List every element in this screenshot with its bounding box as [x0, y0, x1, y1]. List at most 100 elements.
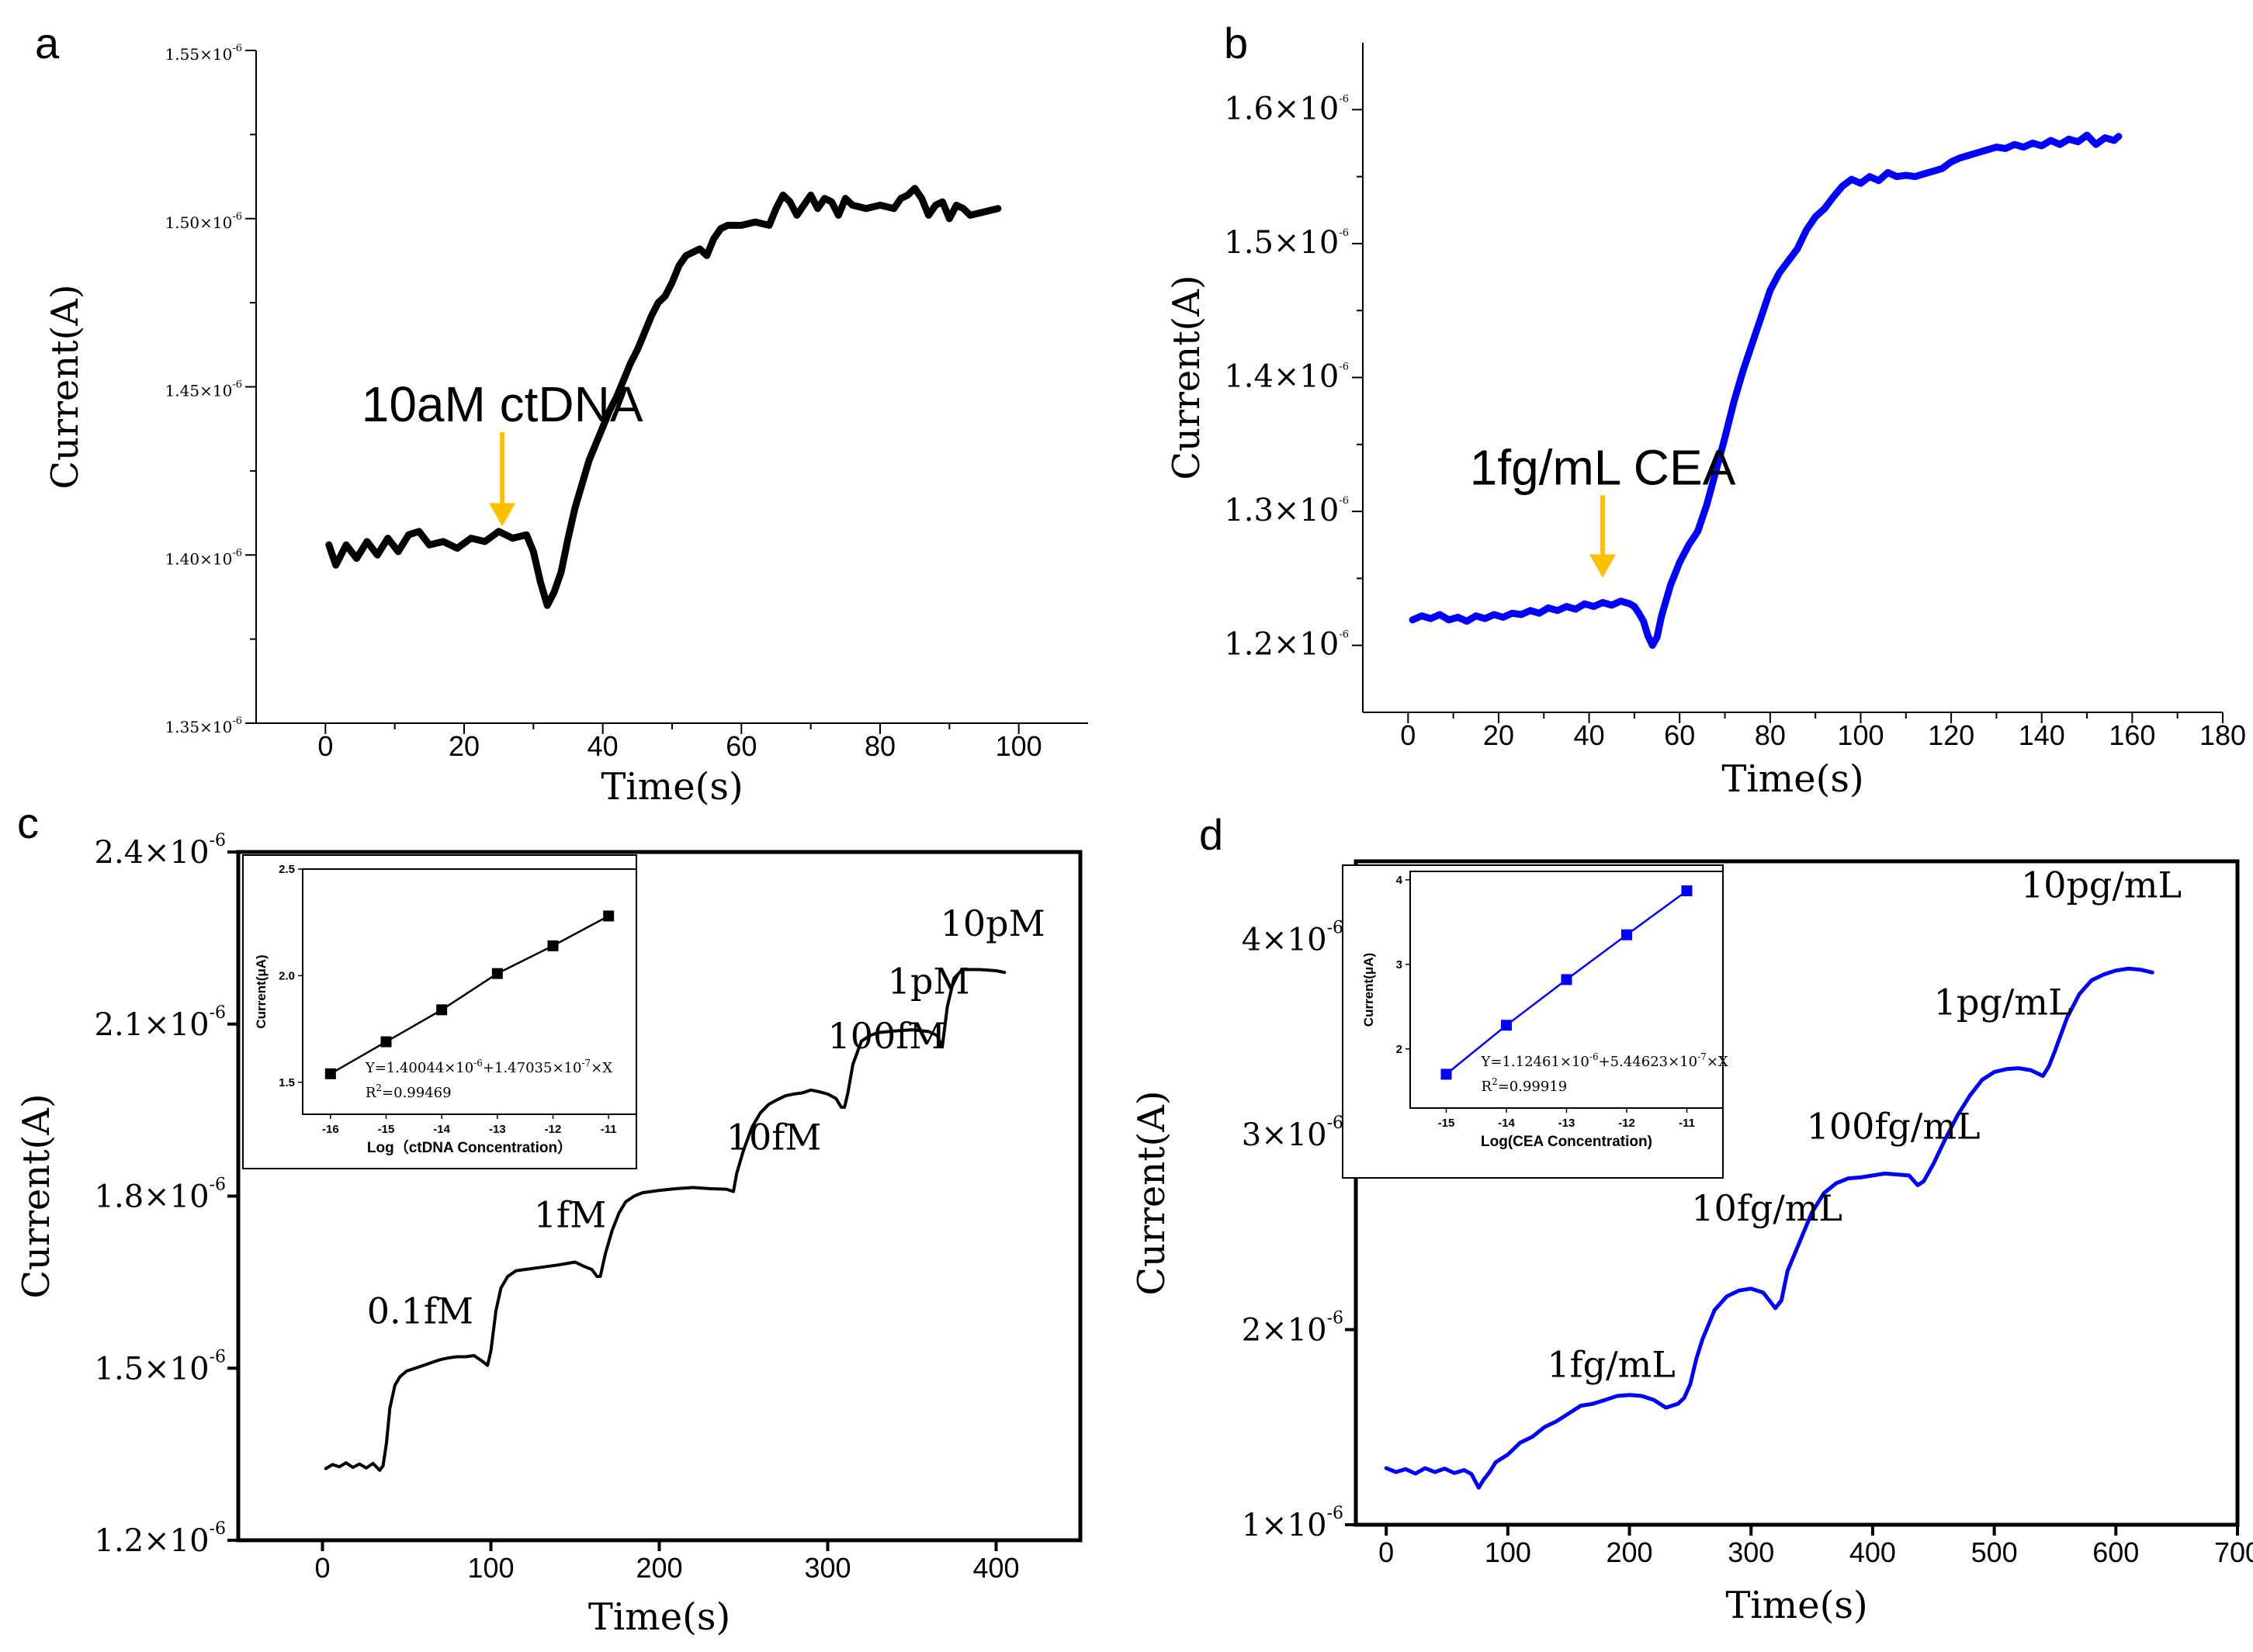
inset-x-tick-label: -16: [322, 1123, 339, 1136]
step-label: 1pg/mL: [1934, 981, 2072, 1023]
step-label: 100fg/mL: [1807, 1105, 1981, 1147]
panel-d: d 0 100 200 300 400 500 600 700 1×10-6 2×10-6 3×10-…: [1130, 810, 2253, 1627]
x-tick-label: 40: [588, 730, 619, 762]
x-tick-label: 300: [804, 1552, 851, 1584]
inset-y-tick-label: 4: [1396, 874, 1403, 887]
inset-x-tick-label: -13: [489, 1123, 506, 1136]
series-line: [1384, 966, 2154, 1490]
inset-r-squared: R2=0.99469: [366, 1082, 452, 1101]
panel-a: a 0 20 40 60 80 100 1.35×10-6 1.40×10-6 1.45×10-6…: [35, 19, 1088, 809]
y-tick-label: 2.1×10-6: [95, 1003, 226, 1043]
x-tick-label: 300: [1728, 1536, 1774, 1568]
step-label: 10fg/mL: [1691, 1187, 1842, 1229]
x-tick-label: 160: [2109, 719, 2155, 751]
annotation-arrow-head: [1589, 554, 1617, 578]
y-tick-label: 1.4×10-6: [1224, 359, 1349, 395]
x-axis-label: Time(s): [1721, 757, 1863, 801]
inset-x-tick-label: -11: [1679, 1117, 1695, 1130]
x-tick-label: 200: [1607, 1536, 1653, 1568]
inset-x-tick-label: -11: [601, 1123, 617, 1136]
y-axis-label: Current(A): [1165, 275, 1208, 480]
panel-letter: c: [17, 798, 39, 847]
annotation-label: 10aM ctDNA: [362, 376, 643, 432]
series-line: [325, 185, 1002, 609]
inset-x-axis-label: Log（ctDNA Concentration）: [367, 1138, 572, 1156]
series-line: [1409, 131, 2123, 649]
y-tick-label: 1.6×10-6: [1224, 91, 1349, 126]
x-axis-label: Time(s): [588, 1595, 730, 1639]
inset-equation: Y=1.12461×10-6+5.44623×10-7×X: [1481, 1051, 1728, 1070]
y-tick-label: 1.35×10-6: [165, 715, 242, 736]
inset-data-point: [1501, 1020, 1512, 1031]
inset-y-tick-label: 3: [1396, 958, 1402, 971]
inset-chart: -16 -15 -14 -13 -12 -11 1.5 2.0 2.5 Log（ctDNA Con…: [242, 854, 637, 1169]
y-tick-label: 4×10-6: [1242, 919, 1343, 958]
x-tick-label: 500: [1971, 1536, 2018, 1568]
series-line: [324, 968, 1007, 1472]
x-tick-label: 20: [1483, 719, 1514, 751]
inset-data-point: [1440, 1068, 1452, 1080]
x-tick-label: 400: [972, 1552, 1019, 1584]
y-tick-label: 1.3×10-6: [1224, 493, 1349, 528]
step-label: 10pg/mL: [2021, 864, 2182, 906]
inset-y-tick-label: 1.5: [279, 1076, 295, 1089]
inset-data-point: [1681, 885, 1693, 897]
inset-data-point: [1561, 974, 1572, 985]
x-tick-label: 0: [317, 730, 333, 762]
x-tick-label: 120: [1928, 719, 1974, 751]
x-tick-label: 200: [636, 1552, 682, 1584]
step-label: 10pM: [941, 902, 1045, 944]
inset-frame: [1342, 864, 1724, 1179]
x-tick-label: 400: [1849, 1536, 1896, 1568]
y-tick-label: 1.5×10-6: [95, 1347, 226, 1387]
inset-x-tick-label: -14: [433, 1123, 450, 1136]
x-axis-label: Time(s): [1725, 1584, 1867, 1627]
inset-y-tick-label: 2.0: [279, 969, 295, 982]
inset-y-tick-label: 2.5: [279, 863, 295, 876]
step-label: 10fM: [726, 1117, 822, 1158]
x-tick-label: 100: [996, 730, 1042, 762]
x-tick-label: 100: [467, 1552, 514, 1584]
x-tick-label: 80: [865, 730, 896, 762]
inset-x-tick-label: -15: [378, 1123, 395, 1136]
inset-x-tick-label: -12: [545, 1123, 562, 1136]
panel-letter: a: [35, 19, 60, 68]
inset-data-point: [603, 910, 615, 922]
x-tick-label: 0: [1378, 1536, 1394, 1568]
x-tick-label: 0: [1400, 719, 1416, 751]
y-tick-label: 1.55×10-6: [165, 43, 242, 64]
y-tick-label: 2.4×10-6: [95, 831, 226, 871]
y-tick-label: 1.2×10-6: [1224, 627, 1349, 663]
y-axis-label: Current(A): [15, 1093, 58, 1298]
x-tick-label: 60: [726, 730, 757, 762]
x-tick-label: 100: [1837, 719, 1884, 751]
x-tick-label: 0: [314, 1552, 330, 1584]
inset-data-point: [380, 1036, 392, 1048]
step-label: 0.1fM: [367, 1290, 473, 1332]
inset-x-tick-label: -12: [1618, 1117, 1635, 1130]
y-tick-label: 1.2×10-6: [95, 1519, 226, 1559]
plot-frame: [1354, 859, 2240, 1527]
y-tick-label: 3×10-6: [1242, 1113, 1343, 1153]
x-tick-label: 60: [1664, 719, 1695, 751]
step-label: 1fM: [534, 1193, 606, 1235]
annotation-label: 1fg/mL CEA: [1470, 439, 1736, 495]
inset-y-axis-label: Current(μA): [254, 954, 269, 1028]
x-axis-label: Time(s): [601, 765, 743, 809]
inset-equation: Y=1.40044×10-6+1.47035×10-7×X: [365, 1058, 612, 1076]
inset-y-tick-label: 2: [1396, 1043, 1402, 1056]
panel-b: b 0 20 40 60 80 100 120 140 160 180 1.2×10-6 1.3×10-…: [1165, 19, 2246, 801]
x-tick-label: 180: [2199, 719, 2246, 751]
x-tick-label: 80: [1755, 719, 1786, 751]
inset-data-point: [1621, 929, 1632, 940]
inset-x-tick-label: -14: [1498, 1117, 1515, 1130]
x-tick-label: 700: [2214, 1536, 2253, 1568]
inset-x-axis-label: Log(CEA Concentration): [1481, 1134, 1652, 1150]
inset-x-tick-label: -15: [1438, 1117, 1455, 1130]
inset-y-axis-label: Current(μA): [1361, 953, 1376, 1027]
inset-x-tick-label: -13: [1558, 1117, 1575, 1130]
x-tick-label: 140: [2019, 719, 2065, 751]
panel-letter: b: [1224, 19, 1248, 68]
annotation-arrow-head: [489, 503, 516, 527]
